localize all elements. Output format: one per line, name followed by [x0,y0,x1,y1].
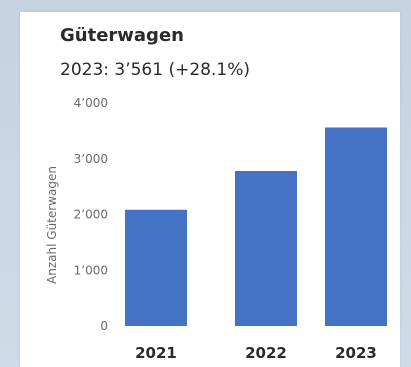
bar-2023 [325,127,387,327]
x-tick-label: 2021 [135,344,177,362]
bar-2021 [125,209,187,326]
chart-subtitle: 2023: 3’561 (+28.1%) [60,60,250,80]
y-tick-label: 0 [100,319,108,333]
y-axis-label: Anzahl Güterwagen [45,166,59,284]
bar-2022 [235,171,297,326]
y-tick-label: 3’000 [74,152,108,166]
y-axis-ticks: 0 1’000 2’000 3’000 4’000 [74,96,108,333]
x-axis-ticks: 2021 2022 2023 [135,344,377,362]
chart-title: Güterwagen [60,25,184,46]
y-tick-label: 2’000 [74,208,108,222]
y-tick-label: 1’000 [74,263,108,277]
x-tick-label: 2022 [245,344,287,362]
x-tick-label: 2023 [335,344,377,362]
y-tick-label: 4’000 [74,96,108,110]
bars [125,127,387,327]
